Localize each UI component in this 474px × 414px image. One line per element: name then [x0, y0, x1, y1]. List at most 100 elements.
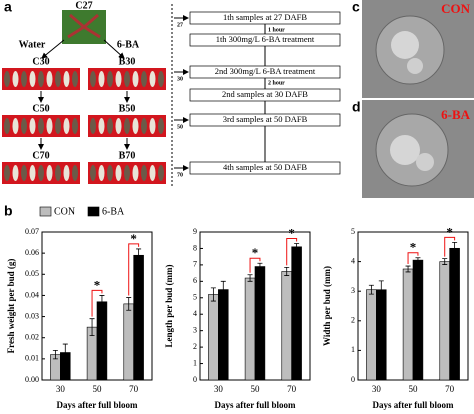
bar — [123, 303, 134, 381]
bar — [208, 294, 219, 381]
x-tick-label: 50 — [93, 384, 103, 394]
error-bar — [257, 262, 263, 271]
legend-label: 6-BA — [102, 206, 125, 217]
bud — [46, 165, 53, 181]
bar — [254, 266, 266, 381]
bud — [12, 71, 19, 87]
bud — [98, 118, 105, 134]
day-label: 50 — [177, 124, 183, 130]
step-box — [189, 161, 341, 175]
plant — [67, 13, 101, 39]
sem-detail — [390, 135, 420, 165]
bud — [141, 118, 147, 134]
photo-grid: C30 B30 C50 B50 C70 B70 — [2, 56, 166, 184]
bud — [107, 71, 113, 87]
bud — [46, 71, 53, 87]
photo-label: C70 — [32, 150, 49, 161]
significance-bracket — [91, 289, 103, 317]
bud — [72, 165, 78, 181]
error-bar — [136, 248, 142, 262]
bar — [133, 254, 144, 381]
bud — [158, 71, 164, 87]
bud — [38, 165, 44, 181]
bud — [38, 118, 44, 134]
bud — [21, 71, 27, 87]
y-tick-label: 0.04 — [25, 290, 39, 299]
y-axis-title: Length per bud (mm) — [164, 264, 174, 347]
bar — [291, 246, 302, 381]
y-tick-label: 8 — [193, 243, 197, 252]
x-tick-label: 50 — [251, 384, 261, 394]
bud — [72, 71, 78, 87]
bar — [439, 261, 450, 381]
bud — [132, 118, 139, 134]
x-tick-label: 30 — [214, 384, 224, 394]
error-bar — [210, 287, 216, 302]
bud — [29, 118, 36, 134]
bud — [90, 71, 96, 87]
bud — [63, 165, 70, 181]
y-tick-label: 5 — [351, 227, 355, 236]
bud — [55, 71, 61, 87]
significance-bracket — [128, 243, 140, 296]
bar — [402, 268, 414, 381]
panel-label: a — [4, 0, 12, 15]
significance-mark: * — [288, 225, 295, 240]
bud — [4, 118, 10, 134]
bud — [124, 165, 130, 181]
bud — [55, 165, 61, 181]
bud — [12, 118, 19, 134]
error-bar — [220, 280, 226, 299]
y-axis-title: Fresh weight per bud (g) — [6, 259, 16, 354]
error-bar — [294, 243, 300, 251]
error-bar — [415, 257, 421, 263]
bud — [90, 165, 96, 181]
day-label: 27 — [177, 22, 183, 28]
y-tick-label: 1 — [193, 358, 197, 367]
x-tick-label: 70 — [445, 384, 455, 394]
bar — [412, 259, 424, 381]
significance-mark: * — [94, 277, 101, 292]
bud — [98, 71, 105, 87]
photo-label: B30 — [119, 56, 136, 67]
bar — [244, 277, 256, 381]
step-box — [189, 33, 341, 47]
y-tick-label: 3 — [193, 325, 197, 334]
error-bar — [126, 297, 132, 311]
y-tick-label: 2 — [351, 316, 355, 325]
y-tick-label: 0.02 — [25, 333, 39, 342]
x-axis-title: Days after full bloom — [214, 400, 296, 410]
step-box — [189, 11, 341, 25]
bud — [4, 165, 10, 181]
step-text: 1th 300mg/L 6-BA treatment — [216, 34, 315, 44]
day-label: 30 — [177, 76, 183, 82]
bud — [55, 118, 61, 134]
error-bar — [247, 274, 253, 282]
significance-mark: * — [410, 240, 417, 255]
bud — [115, 165, 122, 181]
y-tick-label: 0.06 — [25, 248, 39, 257]
y-tick-label: 0.05 — [25, 269, 39, 278]
bud — [158, 165, 164, 181]
bud — [141, 71, 147, 87]
y-tick-label: 6 — [193, 276, 197, 285]
bud — [46, 118, 53, 134]
step-box — [189, 113, 341, 127]
bar — [449, 247, 460, 381]
legend-label: CON — [54, 206, 75, 217]
error-bar — [405, 265, 411, 273]
x-tick-label: 70 — [129, 384, 139, 394]
sem-tag: 6-BA — [441, 107, 471, 122]
error-bar — [452, 241, 458, 255]
bar — [281, 271, 292, 381]
photo-label: B50 — [119, 103, 136, 114]
y-tick-label: 4 — [193, 309, 197, 318]
error-bar — [99, 295, 105, 309]
bud — [29, 71, 36, 87]
error-bar — [378, 280, 384, 299]
y-tick-label: 3 — [351, 286, 355, 295]
significance-bracket — [444, 236, 456, 257]
significance-mark: * — [130, 231, 137, 246]
step-text: 2nd samples at 30 DAFB — [222, 89, 308, 99]
